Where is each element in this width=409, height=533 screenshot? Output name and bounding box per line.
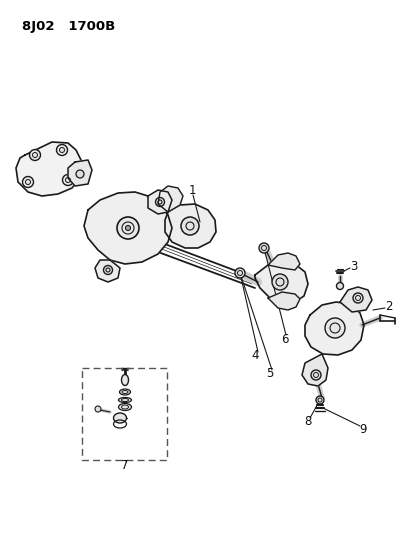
- Polygon shape: [157, 186, 182, 212]
- Text: 1: 1: [188, 184, 195, 198]
- Text: 3: 3: [349, 260, 357, 272]
- Polygon shape: [68, 160, 92, 186]
- Ellipse shape: [119, 389, 130, 395]
- Polygon shape: [267, 292, 299, 310]
- Ellipse shape: [103, 265, 112, 274]
- Ellipse shape: [258, 243, 268, 253]
- Polygon shape: [16, 142, 82, 196]
- Ellipse shape: [315, 396, 323, 404]
- Polygon shape: [304, 302, 363, 355]
- Ellipse shape: [113, 413, 126, 423]
- Text: 4: 4: [251, 350, 258, 362]
- Ellipse shape: [118, 398, 131, 402]
- Polygon shape: [267, 253, 299, 270]
- Ellipse shape: [62, 174, 73, 185]
- Ellipse shape: [324, 318, 344, 338]
- Ellipse shape: [155, 198, 164, 206]
- Ellipse shape: [310, 370, 320, 380]
- Ellipse shape: [56, 144, 67, 156]
- Bar: [82, 368, 166, 460]
- Polygon shape: [164, 204, 216, 248]
- Polygon shape: [301, 354, 327, 386]
- Ellipse shape: [29, 149, 40, 160]
- Ellipse shape: [117, 217, 139, 239]
- Ellipse shape: [180, 217, 198, 235]
- Text: 6: 6: [281, 334, 288, 346]
- Ellipse shape: [121, 375, 128, 385]
- Text: 8: 8: [303, 416, 311, 429]
- Text: 2: 2: [384, 300, 392, 312]
- Polygon shape: [84, 192, 172, 264]
- Ellipse shape: [95, 406, 101, 412]
- Polygon shape: [339, 287, 371, 312]
- Polygon shape: [95, 260, 120, 282]
- Text: 5: 5: [266, 367, 273, 381]
- Ellipse shape: [234, 268, 245, 278]
- Text: 8J02   1700B: 8J02 1700B: [22, 20, 115, 33]
- Ellipse shape: [352, 293, 362, 303]
- Text: 7: 7: [121, 459, 128, 472]
- Polygon shape: [148, 190, 172, 214]
- Text: 9: 9: [358, 424, 366, 437]
- Ellipse shape: [125, 225, 130, 230]
- Ellipse shape: [271, 274, 287, 290]
- Ellipse shape: [336, 282, 343, 289]
- Ellipse shape: [118, 403, 131, 410]
- Ellipse shape: [76, 170, 84, 178]
- Polygon shape: [254, 262, 307, 303]
- Ellipse shape: [22, 176, 34, 188]
